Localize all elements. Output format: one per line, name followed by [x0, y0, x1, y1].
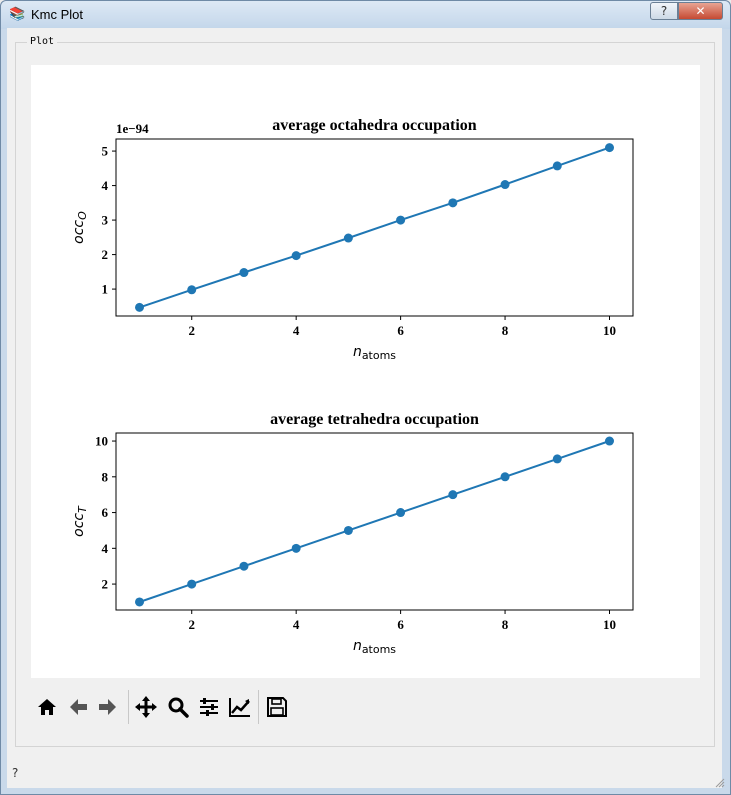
x-tick-label: 8 — [502, 323, 509, 338]
zoom-icon — [168, 697, 189, 718]
data-point — [500, 180, 510, 190]
data-point — [448, 490, 458, 500]
y-tick-label: 6 — [102, 505, 109, 520]
title-bar[interactable]: 📚 Kmc Plot ? ✕ — [1, 1, 730, 29]
x-tick-label: 6 — [397, 617, 404, 632]
x-axis-label: natoms — [353, 638, 396, 656]
x-tick-label: 10 — [603, 617, 616, 632]
y-tick-label: 4 — [102, 541, 109, 556]
data-point — [552, 454, 562, 464]
window-title: Kmc Plot — [31, 7, 84, 22]
axes-frame — [115, 138, 634, 317]
plot-groupbox-title: Plot — [27, 36, 58, 47]
chart-title: average tetrahedra occupation — [270, 411, 479, 428]
plot-groupbox — [15, 42, 715, 747]
save-button[interactable] — [264, 694, 290, 720]
y-tick-label: 3 — [102, 213, 109, 228]
resize-grip-icon[interactable] — [715, 778, 725, 788]
toolbar-separator — [258, 690, 259, 724]
data-point — [291, 251, 301, 261]
x-tick-label: 2 — [188, 617, 195, 632]
chart-title: average octahedra occupation — [272, 117, 477, 134]
data-point — [500, 472, 510, 482]
data-point — [552, 161, 562, 171]
back-icon — [70, 699, 87, 715]
home-button[interactable] — [34, 694, 60, 720]
axes-frame — [115, 432, 634, 611]
y-axis-label: occT — [71, 505, 89, 537]
back-button[interactable] — [65, 694, 91, 720]
save-icon — [267, 697, 287, 717]
forward-button[interactable] — [95, 694, 121, 720]
data-point — [396, 508, 406, 518]
y-offset-text: 1e−94 — [116, 121, 149, 136]
y-tick-label: 8 — [102, 469, 109, 484]
chart-2: average tetrahedra occupation 2 4 6 8 10 2 4 6 8 1… — [71, 411, 634, 656]
x-axis-label: natoms — [353, 344, 396, 362]
pan-icon — [135, 696, 157, 718]
home-icon — [38, 699, 56, 715]
pan-button[interactable] — [133, 694, 159, 720]
navigation-toolbar — [31, 688, 331, 730]
data-point — [605, 436, 614, 446]
y-tick-label: 1 — [102, 282, 109, 297]
y-tick-label: 4 — [102, 178, 109, 193]
data-point — [396, 215, 406, 225]
data-point — [187, 579, 197, 589]
data-point — [291, 543, 301, 553]
data-point — [448, 198, 458, 208]
x-tick-label: 2 — [188, 323, 195, 338]
y-axis-label: occO — [71, 211, 89, 244]
data-point — [605, 143, 614, 153]
x-tick-label: 6 — [397, 323, 404, 338]
toolbar-separator — [128, 690, 129, 724]
y-tick-label: 10 — [95, 434, 108, 449]
y-tick-label: 5 — [102, 144, 109, 159]
x-tick-label: 4 — [293, 617, 300, 632]
series-line — [139, 146, 610, 309]
x-tick-label: 8 — [502, 617, 509, 632]
x-tick-label: 4 — [293, 323, 300, 338]
customize-icon — [229, 698, 250, 717]
data-point — [187, 285, 197, 295]
data-point — [239, 561, 249, 571]
data-point — [343, 525, 353, 535]
y-tick-label: 2 — [102, 577, 109, 592]
close-button[interactable]: ✕ — [678, 2, 723, 20]
data-point — [135, 302, 144, 312]
help-button[interactable]: ? — [650, 2, 678, 20]
data-point — [343, 233, 353, 243]
forward-icon — [99, 699, 116, 715]
data-point — [239, 268, 249, 278]
subplots-icon — [200, 698, 218, 716]
zoom-button[interactable] — [165, 694, 191, 720]
x-tick-label: 10 — [603, 323, 616, 338]
subplots-button[interactable] — [196, 694, 222, 720]
customize-button[interactable] — [227, 694, 253, 720]
app-icon: 📚 — [9, 7, 26, 22]
status-help-icon[interactable]: ? — [12, 766, 19, 780]
series-line — [139, 440, 610, 603]
data-point — [135, 597, 144, 607]
plot-figure[interactable]: average octahedra occupation 2 4 6 8 10 1 2 3 4 5 1… — [31, 65, 700, 678]
y-tick-label: 2 — [102, 247, 109, 262]
